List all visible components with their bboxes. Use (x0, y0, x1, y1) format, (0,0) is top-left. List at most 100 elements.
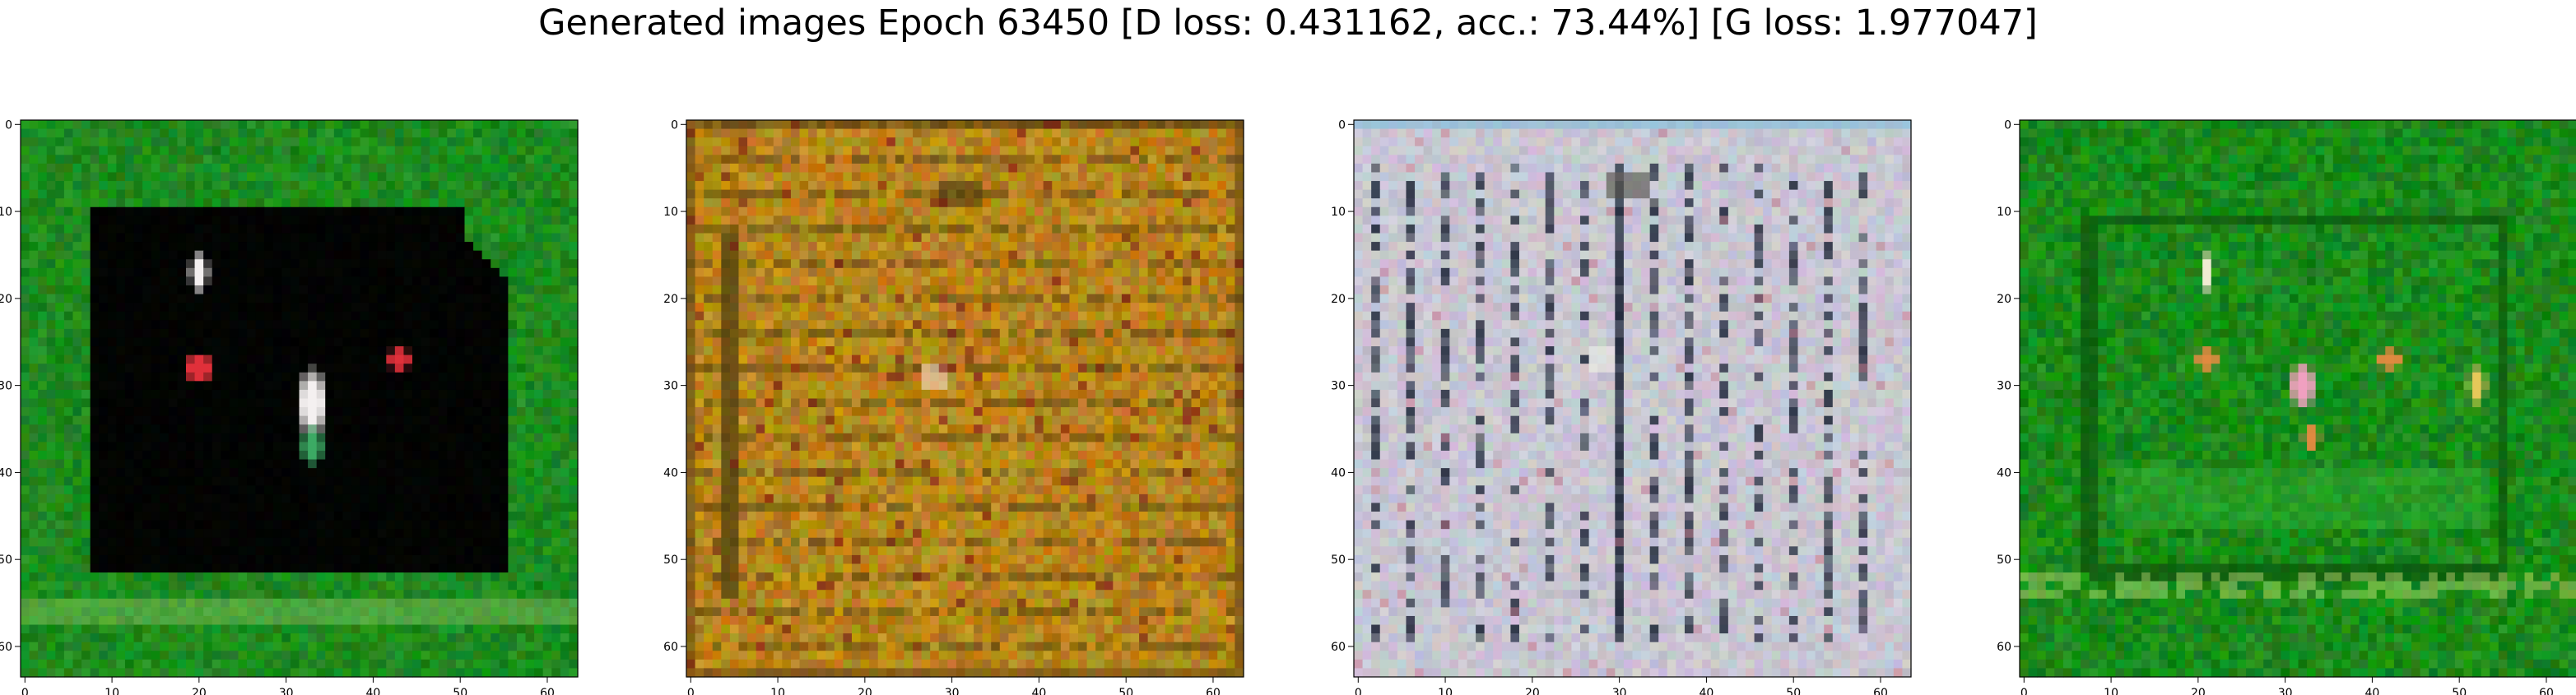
pixel-cell (168, 120, 179, 130)
pixel-cell (1113, 120, 1123, 130)
pixel-cell (221, 415, 230, 425)
pixel-cell (177, 651, 187, 660)
pixel-cell (21, 485, 30, 495)
pixel-cell (843, 155, 853, 164)
pixel-cell (29, 189, 39, 199)
pixel-cell (168, 146, 179, 155)
pixel-cell (773, 189, 783, 199)
pixel-cell (90, 493, 100, 504)
pixel-cell (160, 250, 170, 260)
pixel-cell (695, 120, 704, 130)
pixel-cell (255, 476, 265, 486)
pixel-cell (773, 181, 783, 191)
pixel-cell (421, 146, 430, 155)
pixel-cell (773, 206, 783, 216)
pixel-cell (421, 233, 430, 243)
pixel-cell (333, 155, 343, 164)
pixel-cell (238, 407, 248, 417)
pixel-cell (212, 415, 221, 425)
pixel-cell (333, 128, 343, 138)
pixel-cell (790, 189, 801, 199)
pixel-cell (116, 155, 126, 164)
pixel-cell (508, 642, 518, 651)
pixel-cell (342, 285, 352, 295)
pixel-cell (247, 590, 257, 600)
pixel-cell (203, 529, 213, 539)
pixel-cell (90, 389, 100, 400)
pixel-cell (160, 320, 170, 330)
pixel-cell (377, 450, 387, 461)
pixel-cell (551, 590, 561, 600)
pixel-cell (1174, 163, 1183, 174)
pixel-cell (721, 120, 731, 130)
pixel-cell (63, 120, 74, 130)
pixel-cell (394, 642, 405, 651)
pixel-cell (481, 563, 491, 573)
pixel-cell (72, 233, 82, 243)
pixel-cell (264, 493, 274, 504)
pixel-cell (560, 215, 570, 225)
pixel-cell (394, 512, 405, 521)
pixel-cell (333, 250, 343, 260)
pixel-cell (238, 642, 248, 651)
pixel-cell (99, 503, 109, 512)
pixel-cell (142, 233, 152, 243)
pixel-cell (403, 651, 413, 660)
pixel-cell (542, 354, 552, 364)
pixel-cell (255, 172, 265, 182)
pixel-cell (29, 468, 39, 478)
pixel-cell (290, 206, 300, 216)
pixel-cell (412, 372, 422, 382)
pixel-cell (46, 242, 56, 252)
pixel-cell (72, 468, 82, 478)
pixel-cell (299, 546, 309, 556)
pixel-cell (177, 468, 187, 478)
pixel-cell (1156, 155, 1166, 164)
pixel-cell (238, 163, 248, 174)
pixel-cell (1095, 215, 1105, 225)
pixel-cell (394, 337, 405, 347)
pixel-cell (72, 476, 82, 486)
pixel-cell (247, 120, 257, 130)
pixel-cell (394, 590, 405, 600)
pixel-cell (133, 512, 143, 521)
pixel-cell (290, 642, 300, 651)
pixel-cell (342, 233, 352, 243)
pixel-cell (351, 250, 361, 260)
pixel-cell (299, 311, 309, 321)
pixel-cell (508, 459, 518, 469)
pixel-cell (272, 529, 282, 539)
pixel-cell (851, 128, 862, 138)
pixel-cell (525, 163, 535, 174)
pixel-cell (325, 668, 335, 678)
pixel-cell (473, 485, 483, 495)
pixel-cell (281, 624, 291, 634)
pixel-cell (499, 572, 509, 582)
pixel-cell (712, 137, 722, 147)
pixel-cell (99, 294, 109, 303)
pixel-cell (63, 146, 74, 155)
pixel-cell (151, 250, 160, 260)
pixel-cell (508, 433, 518, 442)
pixel-cell (124, 381, 135, 391)
pixel-cell (1043, 120, 1053, 130)
pixel-cell (99, 311, 109, 321)
pixel-cell (430, 364, 439, 373)
pixel-cell (525, 181, 535, 191)
pixel-cell (569, 529, 579, 539)
pixel-cell (747, 189, 757, 199)
pixel-cell (99, 468, 109, 478)
pixel-cell (481, 320, 491, 330)
pixel-cell (299, 442, 309, 452)
pixel-cell (333, 450, 343, 461)
pixel-cell (394, 633, 405, 643)
pixel-cell (264, 520, 274, 530)
pixel-cell (1095, 224, 1105, 234)
pixel-cell (142, 415, 152, 425)
pixel-cell (124, 276, 135, 286)
pixel-cell (46, 442, 56, 452)
pixel-cell (264, 303, 274, 313)
pixel-cell (264, 433, 274, 442)
pixel-cell (542, 563, 552, 573)
pixel-cell (351, 381, 361, 391)
